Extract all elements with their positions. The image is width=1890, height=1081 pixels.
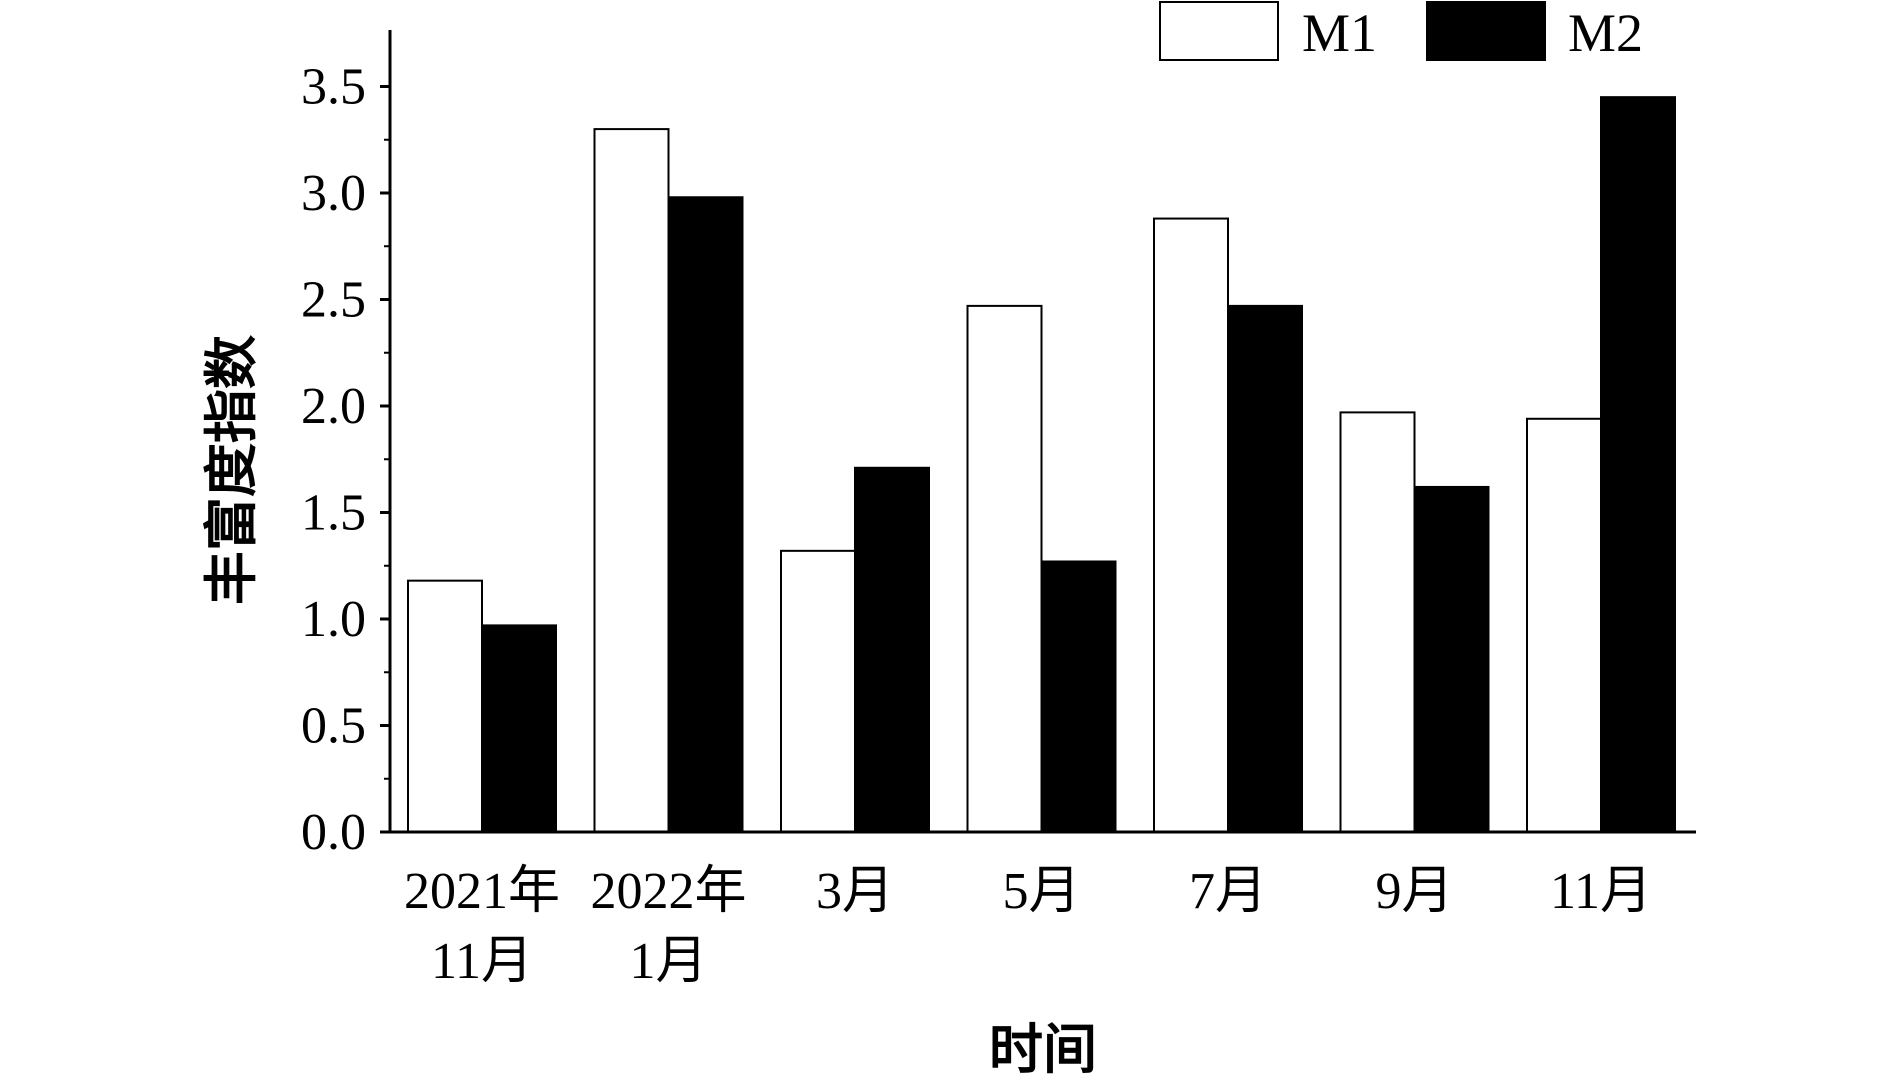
x-axis-title: 时间 [989,1020,1097,1080]
bar-m1-6 [1526,417,1602,833]
bar-m2-4 [1227,304,1303,833]
x-tick-label: 2021年 11月 [404,863,560,990]
bar-m2-1 [667,196,744,833]
x-tick-label-line: 11月 [431,933,533,990]
x-tick-label: 11月 [1550,863,1652,920]
axes [388,30,1696,834]
x-tick-label-line: 5月 [1002,863,1080,920]
bar-m2-0 [481,624,557,834]
bar-m1-4 [1153,217,1229,833]
legend-swatch-m1 [1159,1,1279,61]
bar-m1-5 [1339,411,1416,833]
x-tick-label-line: 7月 [1189,863,1267,920]
y-tick-label: 2.5 [301,272,366,329]
y-axis-title: 丰富度指数 [202,335,262,605]
x-tick-label: 5月 [1002,863,1080,920]
y-tick-label: 3.0 [301,165,366,222]
x-tick-label-line: 3月 [816,863,894,920]
bars [407,96,1676,834]
x-tick-label-line: 1月 [629,933,707,990]
bar-m2-3 [1040,560,1117,833]
bar-m2-6 [1600,96,1676,833]
legend-swatch-m2 [1426,1,1546,61]
y-tick-label: 3.5 [301,59,366,116]
bar-m2-5 [1413,485,1490,833]
x-tick-label: 3月 [816,863,894,920]
y-tick-label: 2.0 [301,378,366,435]
y-ticks: 0.0 0.5 1.0 1.5 2.0 2.5 3.0 3.5 [301,59,390,861]
bar-m1-0 [407,579,483,833]
x-tick-label: 2022年 1月 [590,863,746,990]
y-tick-label: 0.0 [301,804,366,861]
legend: M1 M2 [1159,1,1643,63]
y-tick-label: 1.5 [301,485,366,542]
bar-m2-2 [854,466,930,833]
x-tick-label-line: 9月 [1375,863,1453,920]
x-tick-label-line: 11月 [1550,863,1652,920]
bar-m1-1 [593,128,670,834]
legend-label-m1: M1 [1302,3,1377,63]
x-tick-label-line: 2022年 [590,863,746,920]
y-tick-label: 0.5 [301,698,366,755]
x-tick-label: 7月 [1189,863,1267,920]
x-tick-label: 9月 [1375,863,1453,920]
bar-m1-2 [780,549,856,834]
x-tick-labels: 2021年 11月 2022年 1月 3月 5月 7月 9月 11月 [404,863,1652,990]
x-tick-label-line: 2021年 [404,863,560,920]
bar-m1-3 [966,304,1043,833]
legend-label-m2: M2 [1568,3,1643,63]
y-tick-label: 1.0 [301,591,366,648]
